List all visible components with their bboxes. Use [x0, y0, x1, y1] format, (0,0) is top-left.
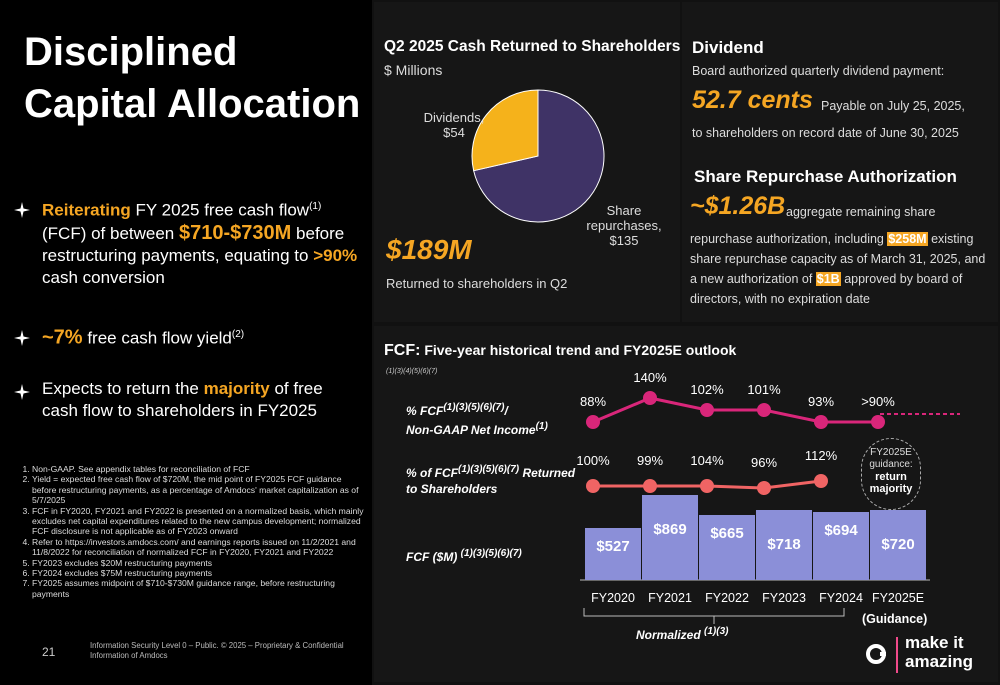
dividend-title: Dividend	[692, 38, 764, 57]
guidance-label: (Guidance)	[862, 612, 928, 626]
pie-chart	[471, 89, 605, 223]
repurchase-title: Share Repurchase Authorization	[694, 167, 957, 186]
normalized-label: Normalized (1)(3)	[636, 626, 729, 642]
page-title: Disciplined Capital Allocation	[24, 30, 361, 126]
fcf-bar-FY2025E	[870, 509, 926, 580]
fcf-title: FCF: Five-year historical trend and FY20…	[384, 342, 737, 359]
guidance-box: FY2025E guidance: return majority	[861, 438, 921, 510]
year-label: FY2020	[591, 591, 635, 605]
brand-divider	[896, 637, 898, 673]
series-value-label: 101%	[747, 382, 781, 397]
left-panel: Disciplined Capital Allocation Reiterati…	[0, 0, 372, 685]
dividend-amount: 52.7 cents	[692, 86, 813, 114]
series-point	[757, 481, 771, 495]
series-value-label: 96%	[750, 455, 778, 470]
year-label: FY2021	[648, 591, 692, 605]
fcf-bar-FY2024	[813, 512, 869, 580]
repurchase-text-1: aggregate remaining share	[786, 205, 936, 219]
q2-unit: $ Millions	[384, 62, 443, 78]
dividend-record: to shareholders on record date of June 3…	[692, 126, 959, 140]
series-line	[592, 396, 878, 424]
dividend-payable: Payable on July 25, 2025,	[821, 99, 965, 113]
repurchase-amount: ~$1.26B	[690, 192, 786, 220]
series-point	[757, 403, 771, 417]
series-point	[871, 415, 885, 429]
year-label: FY2024	[819, 591, 863, 605]
fcf-bar-value: $665	[710, 524, 744, 542]
fcf-bar-value: $694	[824, 522, 858, 540]
series-point	[586, 479, 600, 493]
series-value-label: 99%	[636, 453, 664, 468]
year-label: FY2025E	[871, 591, 925, 605]
pie-label-dividends: Dividends, $54	[423, 110, 485, 140]
series-value-label: 88%	[579, 394, 607, 409]
pie-slice-dividends	[471, 89, 539, 172]
normalized-bracket	[583, 608, 845, 624]
dividend-subtitle: Board authorized quarterly dividend paym…	[692, 64, 945, 78]
series-value-label: >90%	[861, 394, 895, 409]
series-value-label: 112%	[804, 448, 838, 463]
series-value-label: 102%	[690, 382, 724, 397]
fcf-bar-FY2020	[585, 528, 641, 580]
fcf-bar-FY2022	[699, 514, 755, 580]
year-label: FY2023	[762, 591, 806, 605]
q2-total-caption: Returned to shareholders in Q2	[386, 276, 568, 291]
fcf-bar-FY2021	[642, 495, 698, 580]
series-point	[643, 391, 657, 405]
footnotes: Non-GAAP. See appendix tables for reconc…	[14, 464, 364, 599]
series-value-label: 104%	[690, 453, 724, 468]
pie-slice-share-repurchases	[473, 89, 605, 223]
q2-total: $189M	[386, 234, 472, 265]
fcf-bar-value: $527	[596, 538, 630, 556]
series-point	[700, 479, 714, 493]
sparkle-icon	[14, 330, 30, 346]
fcf-title-refs: (1)(3)(4)(5)(6)(7)	[386, 368, 438, 375]
fcf-bar-value: $720	[881, 535, 915, 553]
page-number: 21	[42, 645, 56, 659]
fcf-bar-value: $869	[653, 521, 687, 538]
q2-title: Q2 2025 Cash Returned to Shareholders	[384, 38, 681, 55]
pie-label-repurchases: Share repurchases, $135	[586, 203, 662, 248]
series-point	[700, 403, 714, 417]
series-value-label: 93%	[807, 394, 835, 409]
year-label: FY2022	[705, 591, 749, 605]
classification-notice: Information Security Level 0 – Public. ©…	[90, 641, 344, 660]
row-label-returned: % of FCF(1)(3)(5)(6)(7) Returned to Shar…	[406, 464, 576, 496]
row-label-fcf: FCF ($M) (1)(3)(5)(6)(7)	[406, 548, 522, 564]
repurchase-text: repurchase authorization, including $258…	[690, 232, 986, 306]
row-label-fcf-ni: % FCF(1)(3)(5)(6)(7)/ Non-GAAP Net Incom…	[406, 402, 548, 437]
series-value-label: 140%	[633, 370, 667, 385]
brand-tagline: make it amazing	[905, 633, 974, 671]
sparkle-icon	[14, 202, 30, 218]
series-point	[586, 415, 600, 429]
series-value-label: 100%	[576, 453, 610, 468]
sparkle-icon	[14, 384, 30, 400]
fcf-bar-value: $718	[767, 535, 801, 553]
amdocs-logo-icon	[864, 642, 888, 666]
fcf-bar-FY2023	[756, 509, 812, 580]
series-point	[814, 415, 828, 429]
series-point	[814, 474, 828, 488]
series-point	[643, 479, 657, 493]
dividend-panel	[682, 2, 998, 322]
